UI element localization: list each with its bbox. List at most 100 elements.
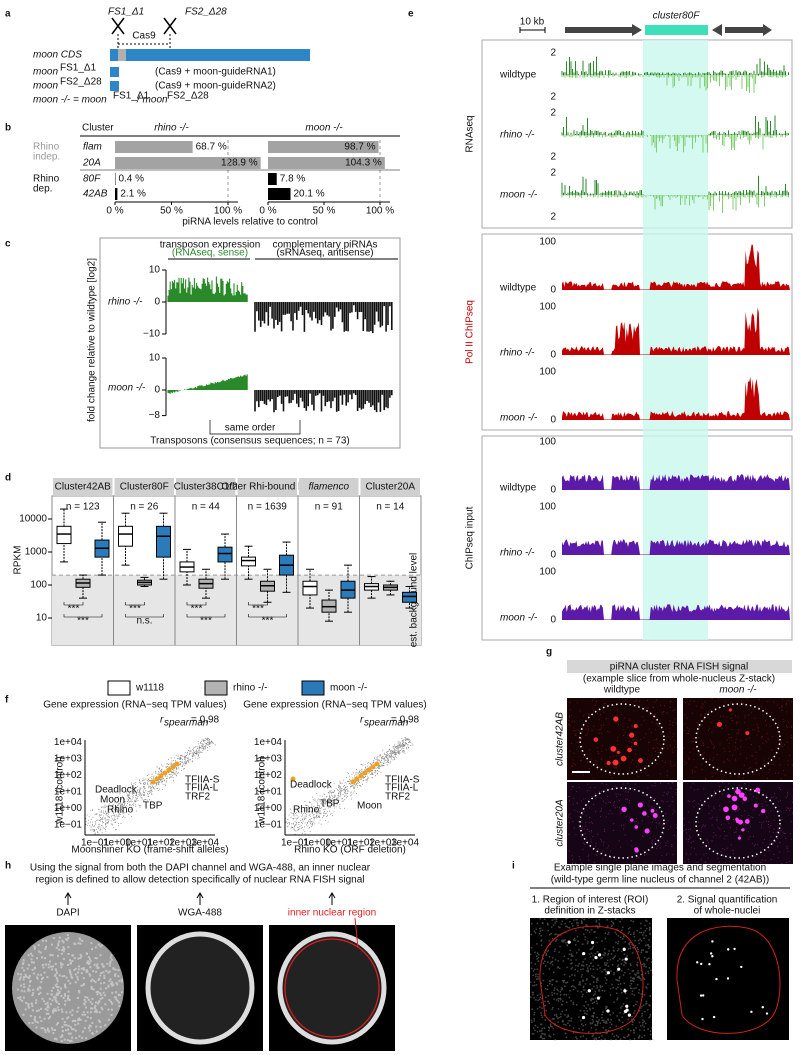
- bar: [268, 188, 291, 200]
- label: 100: [539, 502, 556, 513]
- x-tick-label: 1e−01: [81, 838, 110, 849]
- y-tick-label: 1e−01: [254, 820, 283, 831]
- sig-label: ***: [252, 604, 264, 615]
- label: rhino -/-: [108, 297, 143, 308]
- fish-spot: [699, 994, 703, 997]
- fish-noise: [568, 781, 678, 864]
- x-tick-label: 1e+02: [347, 838, 376, 849]
- x-tick-label: 1e+04: [191, 838, 220, 849]
- fish-spot: [708, 962, 711, 966]
- label: cluster42AB: [555, 712, 566, 766]
- label: RPKM: [13, 546, 24, 575]
- track-frame: [481, 233, 793, 431]
- label: FS2_Δ28: [60, 77, 102, 88]
- track-label: wildtype: [499, 283, 537, 294]
- label: region is defined to allow detection spe…: [35, 875, 364, 886]
- label: moon: [33, 67, 58, 78]
- fish-spot: [761, 808, 766, 814]
- fish-spot: [735, 788, 741, 795]
- sig-label: ***: [68, 604, 80, 615]
- polii-track: [562, 244, 790, 290]
- sig-label: ***: [77, 616, 89, 627]
- sig-label: ***: [200, 616, 212, 627]
- fish-spot: [617, 967, 621, 971]
- sig-bracket: [63, 602, 84, 606]
- fish-spot: [606, 1009, 610, 1013]
- fish-image: [683, 782, 793, 864]
- panel-letter: b: [5, 123, 11, 134]
- bar: [115, 157, 261, 169]
- fish-spot: [742, 796, 748, 801]
- gene-arrow-head: [712, 24, 722, 36]
- rna-track: [561, 56, 789, 75]
- polii-track: [562, 376, 790, 420]
- fish-spot: [725, 815, 731, 821]
- fish-spot: [652, 813, 658, 818]
- label: same order: [225, 423, 276, 434]
- fish-noise: [683, 781, 794, 865]
- sig-bracket: [186, 602, 207, 606]
- track-frame: [481, 435, 793, 641]
- roi-outline: [676, 925, 781, 1034]
- fish-spot: [590, 940, 595, 945]
- sig-bracket: [186, 614, 226, 618]
- box: [402, 591, 417, 603]
- bar: [268, 157, 385, 169]
- label: 0: [550, 350, 556, 361]
- group-header: [114, 478, 174, 496]
- sig-bracket: [125, 614, 164, 618]
- label: r: [160, 715, 164, 726]
- fish-noise: [683, 697, 794, 781]
- label: 100: [539, 237, 556, 248]
- label: FS2_Δ28: [185, 7, 227, 18]
- label: n = 26: [130, 502, 159, 513]
- pointer: [354, 917, 359, 949]
- x-tick-label: 1e+04: [391, 838, 420, 849]
- y-tick-label: 1e+00: [54, 803, 83, 814]
- y-tick-label: 10: [149, 353, 161, 364]
- gene-point: [154, 776, 160, 782]
- y-tick-label: 1e+00: [254, 803, 283, 814]
- gene-point: [354, 776, 360, 782]
- box: [156, 525, 171, 558]
- x-tick-label: 1e+01: [125, 838, 154, 849]
- label: 0: [550, 285, 556, 296]
- fish-spot: [638, 758, 643, 763]
- rna-track: [561, 115, 789, 135]
- fish-spot: [627, 747, 632, 753]
- gene-point: [350, 779, 356, 785]
- scissors-icon: [163, 17, 177, 35]
- gene-arrow-head: [763, 24, 772, 36]
- x-tick-label: 0 %: [259, 206, 276, 217]
- label: cluster20A: [555, 799, 566, 847]
- gene-point: [166, 767, 172, 773]
- bar: [268, 141, 379, 153]
- group-header: [53, 478, 113, 496]
- label: Gene expression (RNA−seq TPM values): [43, 700, 227, 711]
- label: 0: [550, 485, 556, 496]
- panel-letter: a: [5, 9, 11, 20]
- nuclear-envelope: [277, 931, 387, 1045]
- y-tick-label: 10: [36, 613, 48, 624]
- label: 0: [550, 550, 556, 561]
- value-label: 98.7 %: [344, 142, 375, 153]
- fish-spot: [623, 989, 627, 993]
- fish-spot: [629, 732, 635, 738]
- label: moon -/- = moon: [33, 95, 107, 106]
- value-label: 20.1 %: [294, 189, 325, 200]
- gene-label: TBP: [143, 801, 163, 812]
- fish-spot: [613, 716, 619, 722]
- fish-spot: [593, 737, 599, 742]
- input-track: [562, 474, 790, 490]
- x-tick-label: 50 %: [313, 206, 336, 217]
- legend-swatch: [204, 680, 228, 696]
- gene-point: [290, 776, 296, 782]
- label: = 0.98: [191, 715, 220, 726]
- x-tick-label: 1e+03: [169, 838, 198, 849]
- label: (example slice from whole-nucleus Z-stac…: [583, 674, 775, 685]
- label: rhino -/-: [154, 123, 189, 134]
- label: 2: [550, 108, 556, 119]
- legend-swatch: [301, 680, 325, 696]
- fish-spot: [633, 724, 638, 729]
- label: 2: [550, 212, 556, 223]
